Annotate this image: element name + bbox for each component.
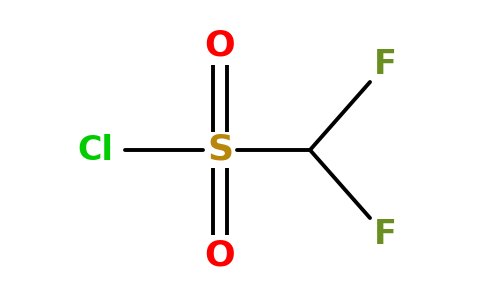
Text: F: F [374,49,396,82]
Text: S: S [207,133,233,167]
Text: Cl: Cl [77,134,113,166]
Text: O: O [205,238,235,272]
Text: O: O [205,28,235,62]
Text: F: F [374,218,396,251]
